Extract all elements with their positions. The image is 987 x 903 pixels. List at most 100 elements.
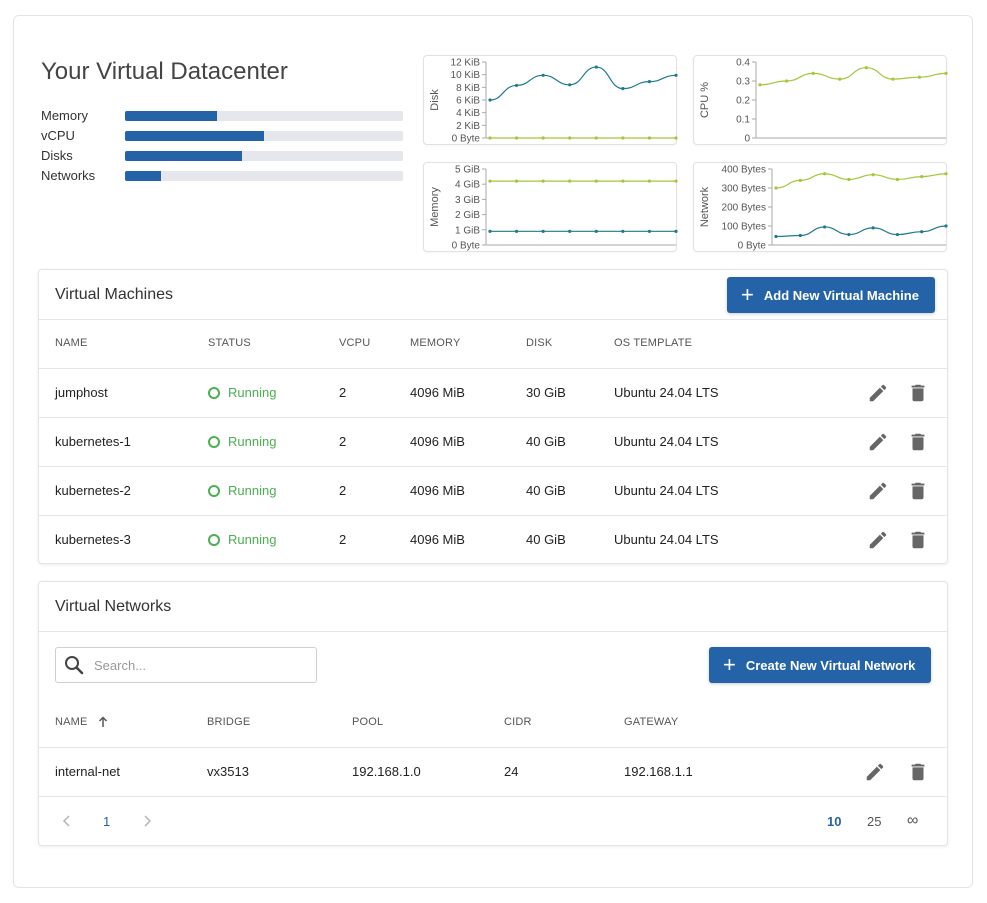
series-line xyxy=(489,66,677,101)
status-label: Running xyxy=(228,483,277,498)
col-disk[interactable]: DISK xyxy=(526,337,553,349)
data-point xyxy=(621,179,625,183)
page-current[interactable]: 1 xyxy=(103,814,111,829)
search-field[interactable] xyxy=(55,647,317,683)
delete-icon[interactable] xyxy=(907,431,929,453)
data-point xyxy=(594,179,598,183)
usage-bar xyxy=(125,171,403,181)
data-point xyxy=(838,77,842,81)
divider xyxy=(39,631,947,632)
vm-disk: 40 GiB xyxy=(526,532,566,547)
data-point xyxy=(568,83,572,87)
series-line xyxy=(775,173,947,189)
usage-networks: Networks xyxy=(41,168,403,188)
col-gateway[interactable]: GATEWAY xyxy=(624,716,679,728)
data-point xyxy=(594,65,598,69)
data-point xyxy=(621,136,625,140)
usage-label: vCPU xyxy=(41,128,75,143)
status-ring-icon xyxy=(208,484,220,497)
data-point xyxy=(488,179,492,183)
vm-name: kubernetes-1 xyxy=(55,434,131,449)
edit-icon[interactable] xyxy=(867,431,889,453)
y-tick-label: 10 KiB xyxy=(451,70,481,81)
col-status[interactable]: STATUS xyxy=(208,337,251,349)
col-os-template[interactable]: OS TEMPLATE xyxy=(614,337,693,349)
create-network-button-label: Create New Virtual Network xyxy=(745,657,916,673)
page-size-10[interactable]: 10 xyxy=(827,814,842,829)
col-bridge[interactable]: BRIDGE xyxy=(207,716,251,728)
page-title: Your Virtual Datacenter xyxy=(41,58,288,85)
page-size-all[interactable]: ∞ xyxy=(907,812,919,829)
col-name[interactable]: NAME xyxy=(55,716,108,728)
col-vcpu[interactable]: VCPU xyxy=(339,337,371,349)
network-bridge: vx3513 xyxy=(207,764,249,779)
vm-name: kubernetes-2 xyxy=(55,483,131,498)
data-point xyxy=(822,225,827,229)
data-point xyxy=(594,136,598,140)
data-point xyxy=(864,66,868,70)
chevron-left-icon[interactable] xyxy=(61,814,73,828)
status-badge: Running xyxy=(208,434,276,449)
data-point xyxy=(774,186,778,190)
y-axis-label: Disk xyxy=(429,89,441,111)
col-name-label: NAME xyxy=(55,716,88,728)
usage-label: Disks xyxy=(41,148,73,163)
usage-bar xyxy=(125,151,403,161)
data-point xyxy=(488,136,492,140)
status-badge: Running xyxy=(208,483,276,498)
edit-icon[interactable] xyxy=(867,480,889,502)
data-point xyxy=(891,77,895,81)
data-point xyxy=(674,136,678,140)
col-pool[interactable]: POOL xyxy=(352,716,384,728)
virtual-networks-card: Virtual Networks + Create New Virtual Ne… xyxy=(38,581,948,846)
vm-os: Ubuntu 24.04 LTS xyxy=(614,385,719,400)
search-input[interactable] xyxy=(94,656,304,674)
data-point xyxy=(920,175,924,179)
vm-memory: 4096 MiB xyxy=(410,532,465,547)
arrow-up-icon xyxy=(98,716,107,727)
create-network-button[interactable]: + Create New Virtual Network xyxy=(709,647,932,683)
divider xyxy=(39,796,947,797)
data-point xyxy=(674,229,678,233)
data-point xyxy=(944,71,948,75)
chevron-right-icon[interactable] xyxy=(141,814,153,828)
y-tick-label: 0.2 xyxy=(736,96,750,107)
status-label: Running xyxy=(228,532,277,547)
col-memory[interactable]: MEMORY xyxy=(410,337,461,349)
delete-icon[interactable] xyxy=(907,382,929,404)
delete-icon[interactable] xyxy=(907,761,929,783)
memory-chart-svg: Memory 5 GiB 4 GiB 3 GiB 2 GiB 1 GiB 0 Byte xyxy=(429,165,678,252)
delete-icon[interactable] xyxy=(907,480,929,502)
y-axis-label: CPU % xyxy=(699,82,711,118)
memory-chart: Memory 5 GiB 4 GiB 3 GiB 2 GiB 1 GiB 0 Byte xyxy=(423,162,678,252)
y-tick-label: 0 Byte xyxy=(738,241,767,252)
virtual-machines-card: Virtual Machines + Add New Virtual Machi… xyxy=(38,269,948,564)
usage-label: Memory xyxy=(41,108,88,123)
divider xyxy=(39,417,947,418)
data-point xyxy=(568,136,572,140)
y-tick-label: 4 GiB xyxy=(455,180,480,191)
y-tick-label: 100 Bytes xyxy=(722,222,766,233)
y-tick-label: 3 GiB xyxy=(455,195,480,206)
usage-bar-fill xyxy=(125,151,242,161)
data-point xyxy=(568,179,572,183)
col-cidr[interactable]: CIDR xyxy=(504,716,532,728)
plus-icon: + xyxy=(723,652,736,677)
data-point xyxy=(774,234,778,239)
edit-icon[interactable] xyxy=(867,382,889,404)
edit-icon[interactable] xyxy=(867,529,889,551)
edit-icon[interactable] xyxy=(864,761,886,783)
page-size-25[interactable]: 25 xyxy=(867,814,882,829)
add-vm-button[interactable]: + Add New Virtual Machine xyxy=(727,277,935,313)
data-point xyxy=(798,178,802,182)
data-point xyxy=(514,83,519,88)
col-name[interactable]: NAME xyxy=(55,337,88,349)
status-ring-icon xyxy=(208,533,220,546)
data-point xyxy=(647,179,652,183)
y-tick-label: 0.1 xyxy=(736,115,750,126)
y-tick-label: 300 Bytes xyxy=(722,184,766,195)
status-badge: Running xyxy=(208,532,276,547)
delete-icon[interactable] xyxy=(907,529,929,551)
data-point xyxy=(871,226,875,230)
